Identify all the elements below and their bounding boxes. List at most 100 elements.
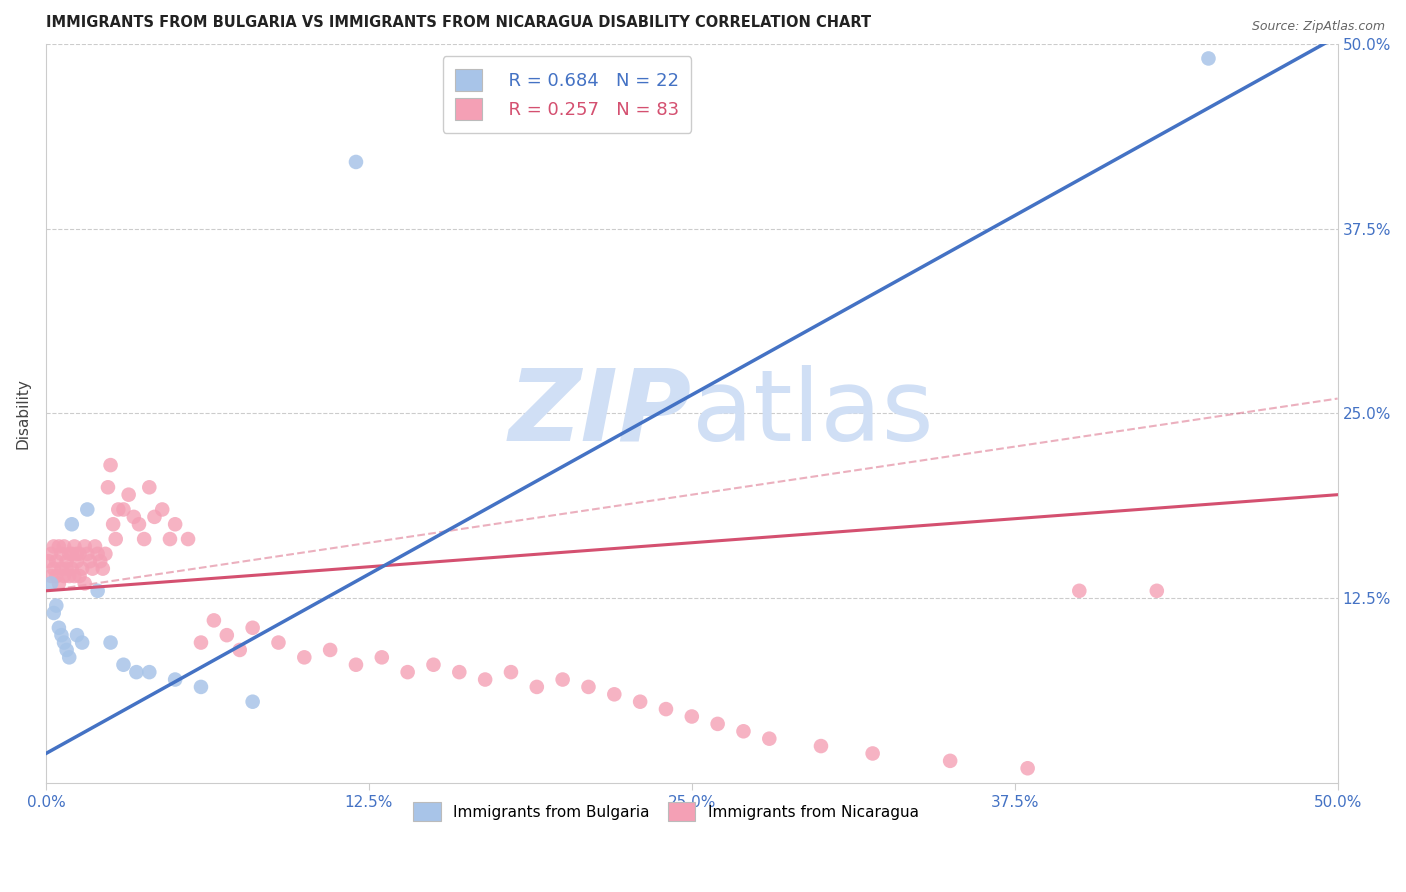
Point [628,695,651,709]
Point [344,657,367,672]
Text: Source: ZipAtlas.com: Source: ZipAtlas.com [1251,20,1385,33]
Point [681,709,703,723]
Point [51,628,73,642]
Point [91,561,114,575]
Text: ZIP: ZIP [509,365,692,462]
Point [1017,761,1039,775]
Point [86,583,108,598]
Point [706,717,728,731]
Point [63,540,86,554]
Text: IMMIGRANTS FROM BULGARIA VS IMMIGRANTS FROM NICARAGUA DISABILITY CORRELATION CHA: IMMIGRANTS FROM BULGARIA VS IMMIGRANTS F… [46,15,872,30]
Point [51,547,73,561]
Point [177,532,200,546]
Point [48,621,70,635]
Point [371,650,394,665]
Point [202,613,225,627]
Point [38,554,60,568]
Point [51,561,73,575]
Point [551,673,574,687]
Point [73,540,96,554]
Point [76,502,98,516]
Point [474,673,496,687]
Point [58,650,80,665]
Point [58,547,80,561]
Point [1198,52,1220,66]
Point [42,540,65,554]
Point [107,502,129,516]
Point [42,561,65,575]
Point [655,702,678,716]
Point [125,665,148,680]
Point [138,665,160,680]
Point [104,532,127,546]
Point [242,621,264,635]
Point [810,739,832,753]
Legend: Immigrants from Bulgaria, Immigrants from Nicaragua: Immigrants from Bulgaria, Immigrants fro… [408,797,925,827]
Point [190,680,212,694]
Point [66,547,89,561]
Point [758,731,780,746]
Point [100,635,122,649]
Point [292,650,315,665]
Text: atlas: atlas [692,365,934,462]
Point [82,561,104,575]
Point [138,480,160,494]
Point [112,502,135,516]
Point [84,540,107,554]
Point [86,547,108,561]
Point [190,635,212,649]
Point [48,540,70,554]
Point [319,643,342,657]
Point [733,724,755,739]
Point [242,695,264,709]
Point [603,687,626,701]
Point [526,680,548,694]
Point [117,488,139,502]
Point [128,517,150,532]
Point [66,628,89,642]
Point [53,635,76,649]
Point [578,680,600,694]
Point [100,458,122,472]
Point [53,540,76,554]
Y-axis label: Disability: Disability [15,378,30,449]
Point [396,665,419,680]
Point [42,606,65,620]
Point [60,517,83,532]
Point [112,657,135,672]
Point [58,569,80,583]
Point [69,547,91,561]
Point [150,502,173,516]
Point [39,547,62,561]
Point [165,517,187,532]
Point [55,643,77,657]
Point [55,561,77,575]
Point [862,747,884,761]
Point [165,673,187,687]
Point [45,554,67,568]
Point [53,569,76,583]
Point [39,569,62,583]
Point [215,628,238,642]
Point [60,561,83,575]
Point [1146,583,1168,598]
Point [267,635,290,649]
Point [122,509,145,524]
Point [422,657,444,672]
Point [94,547,117,561]
Point [60,547,83,561]
Point [76,547,98,561]
Point [63,569,86,583]
Point [73,576,96,591]
Point [66,554,89,568]
Point [48,576,70,591]
Point [143,509,166,524]
Point [39,576,62,591]
Point [89,554,111,568]
Point [499,665,522,680]
Point [45,599,67,613]
Point [344,155,367,169]
Point [134,532,156,546]
Point [69,569,91,583]
Point [939,754,962,768]
